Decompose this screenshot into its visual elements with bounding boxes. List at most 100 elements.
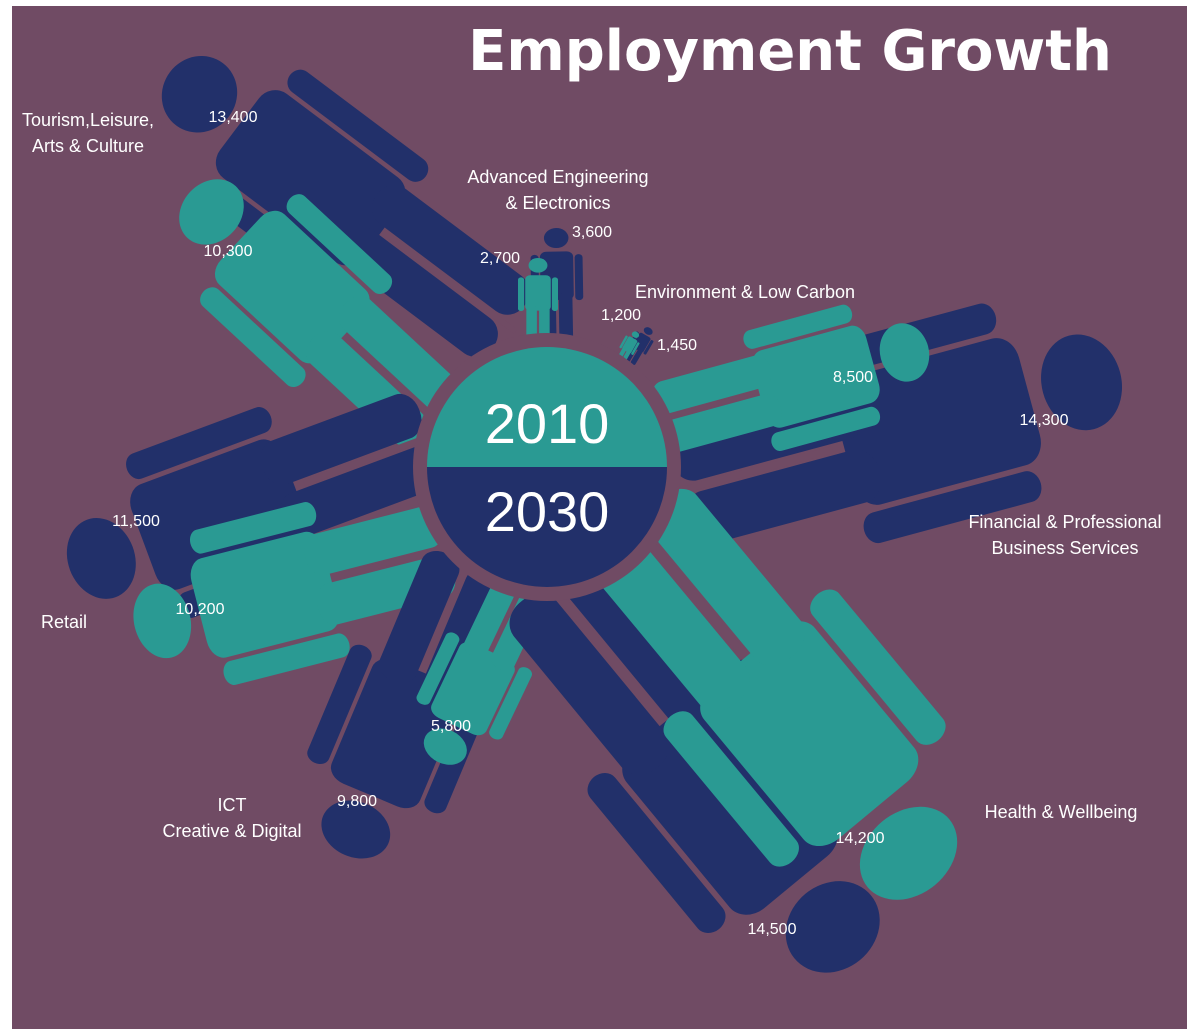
person-engineering-2010 [517,257,559,344]
person-retail-2030-leg-gap [302,431,438,486]
person-tourism-2010-leg-upper [338,296,460,411]
person-health-2010-leg-upper [591,534,750,712]
person-tourism-2010-torso [214,210,370,364]
person-tourism-2010 [179,179,460,446]
person-engineering-2030-arm-upper [574,254,584,301]
person-retail-2010 [133,502,456,685]
category-label-health: Health & Wellbeing [985,802,1138,822]
value-label-health-2030: 14,500 [748,921,797,938]
value-label-environment-2030: 1,450 [657,337,697,354]
person-tourism-2030-leg-lower [340,227,498,357]
category-label-financial-line: Financial & Professional [968,512,1161,532]
person-environment-2010-torso [622,336,638,354]
category-label-engineering: Advanced Engineering & Electronics [467,167,648,213]
person-engineering-2010-torso [525,275,551,311]
category-label-environment-line: Environment & Low Carbon [635,282,855,302]
person-health-2030-arm-upper [587,772,726,934]
person-retail-2010-torso [190,531,340,658]
value-label-health-2010: 14,200 [836,830,885,847]
person-retail-2030-leg-upper [260,393,422,485]
person-environment-2030-leg-gap [628,350,637,364]
person-ict-2010-head [423,728,467,765]
category-label-ict-line: ICT [218,795,247,815]
person-financial-2030-torso [832,338,1041,505]
category-label-financial-line: Business Services [991,538,1138,558]
person-retail-2010-arm-upper [189,502,317,554]
value-label-engineering-2010: 2,700 [480,250,520,267]
value-label-ict-2010: 5,800 [431,718,471,735]
chart-title: Employment Growth [468,19,1112,84]
category-label-financial: Financial & Professional Business Service… [968,512,1161,558]
person-retail-2030-leg-lower [280,446,442,538]
person-financial-2010-leg-upper [662,394,782,453]
category-label-tourism-line: Tourism,Leisure, [22,110,154,130]
category-label-ict-line: Creative & Digital [162,821,301,841]
person-health-2010-head [859,806,958,900]
person-ict-2010-arm-lower [489,667,533,740]
category-label-health-line: Health & Wellbeing [985,802,1138,822]
person-financial-2010-torso [752,325,880,428]
person-ict-2010-torso [431,642,515,736]
value-label-retail-2030: 11,500 [112,513,160,530]
person-engineering-2030-head [543,227,569,249]
person-retail-2030-arm-upper [126,407,272,480]
value-label-financial-2030: 14,300 [1020,412,1069,429]
hub-year-2030: 2030 [485,480,610,543]
person-financial-2010 [651,304,930,453]
person-health-2010-arm-upper [663,711,799,867]
value-label-tourism-2010: 10,300 [204,243,253,260]
category-label-environment: Environment & Low Carbon [635,282,855,302]
value-label-engineering-2030: 3,600 [572,224,612,241]
category-label-retail: Retail [41,612,87,632]
person-tourism-2010-arm-lower [200,287,306,388]
person-health-2030-leg-gap [537,570,659,715]
person-financial-2010-head [879,323,930,382]
person-engineering-2010-head [528,257,548,273]
person-environment-2010-arm-lower [619,335,628,349]
person-ict-2010-arm-upper [416,632,460,705]
person-financial-2030-leg-gap [668,446,834,497]
person-retail-2030-head [66,517,136,599]
category-label-tourism-line: Arts & Culture [32,136,144,156]
person-tourism-2030-arm-upper [287,69,429,182]
person-engineering-2010-leg-upper [539,305,550,343]
value-label-environment-2010: 1,200 [601,307,641,324]
person-environment-2030-arm-upper [643,340,654,355]
person-financial-2010-arm-upper [771,406,881,452]
person-environment-2030-leg-upper [630,348,643,366]
person-retail-2010-leg-upper [304,506,443,576]
value-label-financial-2010: 8,500 [833,369,873,386]
person-ict-2010 [416,577,544,765]
person-ict-2010-leg-gap [491,581,526,648]
person-health-2010-leg-lower [646,488,805,666]
person-financial-2030-leg-upper [685,449,882,544]
hub-year-2010: 2010 [485,392,610,455]
person-retail-2010-arm-lower [223,633,350,685]
person-tourism-2030-head [161,56,238,133]
person-environment-2010 [616,331,640,365]
person-retail-2010-leg-gap [338,543,456,579]
person-ict-2030-leg-upper [378,550,460,683]
person-health-2030-head [785,881,880,973]
value-label-ict-2030: 9,800 [337,793,377,810]
person-engineering-2030-leg-upper [558,292,574,343]
person-tourism-2010-arm-upper [286,194,393,294]
category-label-retail-line: Retail [41,612,87,632]
person-ict-2010-leg-upper [463,577,517,658]
person-environment-2030-head [643,327,653,335]
person-financial-2030-arm-upper [863,471,1042,544]
person-environment-2010-arm-upper [631,342,640,355]
person-ict-2030-leg-gap [422,555,473,666]
person-financial-2010-arm-lower [743,304,853,349]
category-label-engineering-line: Advanced Engineering [467,167,648,187]
person-health-2030-leg-lower [561,551,721,733]
person-engineering-2010-arm-upper [551,277,559,312]
value-label-retail-2010: 10,200 [176,601,225,618]
person-tourism-2030 [161,56,530,357]
year-hub: 2010 2030 [413,333,681,601]
person-engineering-2010-leg-lower [526,305,537,343]
category-label-tourism: Tourism,Leisure, Arts & Culture [22,110,154,156]
person-retail-2010-head [133,583,192,659]
